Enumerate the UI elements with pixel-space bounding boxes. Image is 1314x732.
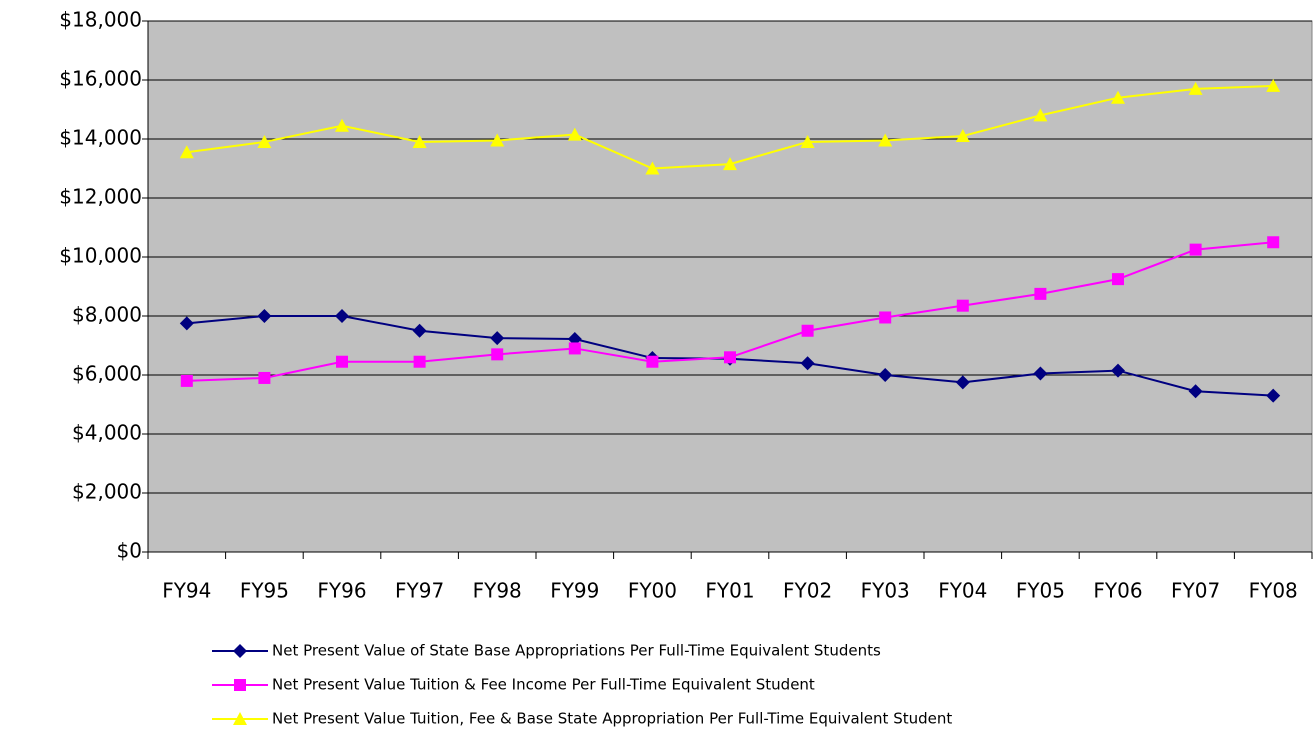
legend-label: Net Present Value Tuition & Fee Income P…: [272, 676, 815, 694]
legend-marker: [234, 679, 246, 691]
x-tick-label: FY07: [1171, 579, 1220, 603]
x-tick-label: FY08: [1249, 579, 1298, 603]
data-point: [800, 134, 815, 148]
y-tick-label: $14,000: [59, 126, 142, 150]
y-tick-label: $2,000: [72, 480, 142, 504]
y-tick-label: $16,000: [59, 67, 142, 91]
data-point: [1267, 236, 1280, 249]
data-point: [1112, 273, 1124, 286]
data-point: [1188, 384, 1203, 399]
x-tick-label: FY02: [783, 579, 832, 603]
data-point: [955, 375, 970, 390]
data-point: [955, 129, 970, 143]
y-tick-label: $8,000: [72, 303, 142, 327]
data-point: [1111, 90, 1125, 104]
legend-marker: [233, 712, 247, 725]
x-tick-label: FY96: [317, 579, 366, 603]
data-point: [956, 299, 969, 312]
data-point: [1033, 108, 1048, 122]
legend-marker: [233, 644, 247, 658]
data-point: [723, 157, 737, 171]
data-point: [879, 311, 892, 324]
x-tick-label: FY99: [550, 579, 599, 603]
data-point: [179, 316, 194, 331]
data-point: [1111, 363, 1125, 378]
x-tick-label: FY00: [628, 579, 677, 603]
y-tick-label: $0: [117, 539, 142, 563]
data-point: [645, 161, 660, 175]
data-point: [257, 309, 272, 323]
data-point: [179, 145, 194, 159]
data-point: [412, 134, 427, 148]
data-point: [1266, 388, 1281, 403]
data-point: [335, 118, 349, 132]
x-tick-label: FY04: [938, 579, 987, 603]
x-tick-label: FY95: [240, 579, 289, 603]
data-point: [1034, 287, 1047, 300]
data-point: [1189, 243, 1202, 256]
data-point: [491, 348, 504, 361]
data-point: [801, 324, 814, 337]
data-point: [490, 331, 505, 346]
y-tick-label: $4,000: [72, 421, 142, 445]
data-point: [1188, 81, 1203, 95]
x-tick-label: FY06: [1093, 579, 1142, 603]
data-point: [567, 127, 582, 141]
plot-area: [147, 20, 1313, 553]
data-point: [1033, 366, 1048, 381]
data-point: [490, 133, 505, 147]
data-point: [180, 374, 193, 387]
data-point: [568, 342, 581, 355]
data-point: [336, 355, 348, 368]
data-point: [878, 368, 893, 382]
data-point: [800, 356, 815, 371]
data-point: [1266, 78, 1281, 92]
data-point: [258, 371, 271, 384]
x-tick-label: FY05: [1016, 579, 1065, 603]
data-point: [335, 309, 349, 323]
x-tick-label: FY94: [162, 579, 211, 603]
x-tick-label: FY03: [861, 579, 910, 603]
data-point: [257, 134, 272, 148]
y-tick-label: $18,000: [59, 8, 142, 32]
y-tick-label: $10,000: [59, 244, 142, 268]
data-point: [878, 133, 893, 147]
legend-label: Net Present Value Tuition, Fee & Base St…: [272, 710, 952, 728]
data-point: [646, 355, 659, 368]
legend-label: Net Present Value of State Base Appropri…: [272, 642, 881, 660]
data-point: [413, 355, 426, 368]
x-tick-label: FY01: [705, 579, 754, 603]
data-point: [724, 351, 736, 364]
y-tick-label: $6,000: [72, 362, 142, 386]
data-point: [412, 323, 427, 338]
x-tick-label: FY97: [395, 579, 444, 603]
x-tick-label: FY98: [473, 579, 522, 603]
y-tick-label: $12,000: [59, 185, 142, 209]
